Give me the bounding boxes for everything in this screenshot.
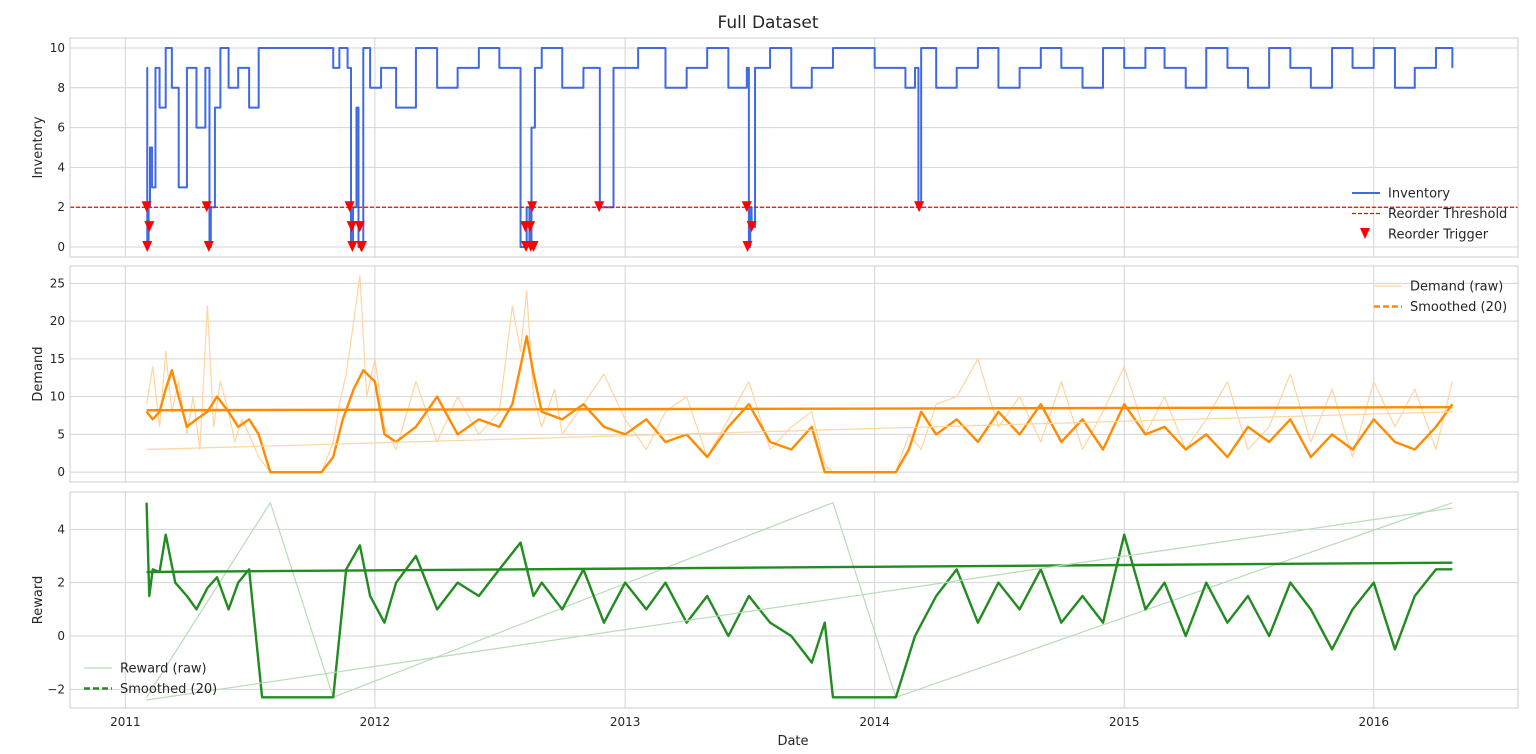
smoothed-20-line [146,561,1453,574]
y-tick-label: 10 [50,41,65,55]
y-tick-label: 0 [57,465,65,479]
x-tick-label: 2013 [610,715,641,729]
reorder-trigger-marker [347,241,358,253]
legend-marker [1360,228,1370,239]
reward-raw-line [146,502,1453,698]
demand-raw-line [146,411,1453,451]
x-tick-label: 2015 [1109,715,1140,729]
x-axis-label: Date [777,734,808,749]
legend-label: Demand (raw) [1410,280,1503,295]
smoothed-20-line [145,335,1454,474]
y-tick-label: 2 [57,200,65,214]
y-tick-label: 20 [50,314,65,328]
inventory-line [146,46,1454,249]
y-axis-label: Reward [31,576,46,624]
legend-label: Reorder Threshold [1388,207,1507,222]
reorder-trigger-marker [525,221,536,233]
y-tick-label: 10 [50,390,65,404]
y-tick-label: 6 [57,121,65,135]
reorder-trigger-marker [201,201,212,213]
y-tick-label: 4 [57,160,65,174]
smoothed-20-line [145,502,1453,699]
x-tick-label: 2016 [1358,715,1389,729]
y-axis-label: Inventory [31,116,46,178]
y-tick-label: 15 [50,352,65,366]
reorder-trigger-marker [144,221,155,233]
y-tick-label: 5 [57,427,65,441]
reward-raw-line [146,507,1453,701]
legend-label: Smoothed (20) [1410,300,1507,315]
demand-raw-line [145,275,1453,473]
y-tick-label: 4 [57,522,65,536]
figure-title: Full Dataset [717,13,818,33]
smoothed-20-line [146,406,1453,412]
reorder-trigger-marker [742,241,753,253]
panel-frame [69,37,1519,258]
reorder-trigger-marker [356,241,367,253]
y-tick-label: 25 [50,276,65,290]
legend: Demand (raw) Smoothed (20) [1374,280,1507,315]
legend-label: Smoothed (20) [120,682,217,697]
y-tick-label: −2 [47,682,65,696]
subplots: 0 2 4 6 8 10 Inventory Inventory Reorder Thresho… [31,37,1519,729]
reorder-trigger-marker [746,221,757,233]
y-tick-label: 2 [57,576,65,590]
legend-label: Reorder Trigger [1388,228,1489,243]
legend-label: Reward (raw) [120,662,207,677]
y-tick-label: 8 [57,81,65,95]
x-tick-label: 2011 [110,715,141,729]
y-axis-label: Demand [31,346,46,401]
panel-2: 0 5 10 15 20 25 Demand Demand (raw) Smoothed (20… [31,265,1519,483]
panel-frame [69,491,1519,709]
panel-1: 0 2 4 6 8 10 Inventory Inventory Reorder Thresho… [31,37,1519,258]
reorder-trigger-marker [141,201,152,213]
panel-frame [69,265,1519,483]
reorder-trigger-marker [354,221,365,233]
reorder-trigger-marker [741,201,752,213]
x-tick-label: 2014 [859,715,890,729]
reorder-trigger-marker [527,201,538,213]
reorder-trigger-marker [142,241,153,253]
reorder-trigger-marker [594,201,605,213]
reorder-trigger-marker [346,221,357,233]
x-tick-label: 2012 [360,715,391,729]
legend: Inventory Reorder Threshold Reorder Trigge… [1352,187,1507,243]
y-tick-label: 0 [57,240,65,254]
legend: Reward (raw) Smoothed (20) [84,662,217,697]
reorder-trigger-marker [914,201,925,213]
y-tick-label: 0 [57,629,65,643]
legend-label: Inventory [1388,187,1450,202]
reorder-trigger-marker [528,241,539,253]
reorder-trigger-marker [203,241,214,253]
reorder-trigger-marker [344,201,355,213]
panel-3: −2 0 2 4 Reward Reward (raw) Smoothed (20) 2011… [31,491,1519,729]
